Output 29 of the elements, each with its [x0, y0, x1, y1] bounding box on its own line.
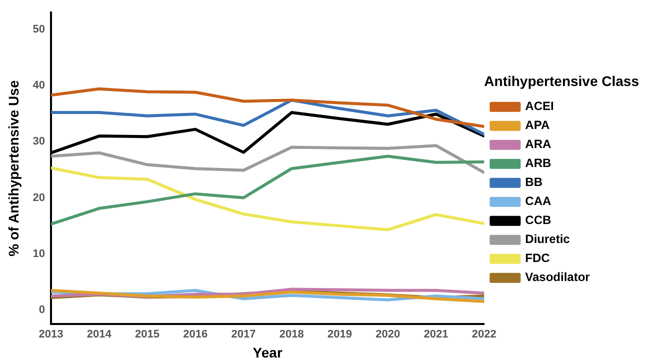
x-tick-label: 2013 [38, 328, 64, 341]
x-tick-label: 2015 [135, 328, 160, 341]
legend-label: CAA [525, 194, 552, 208]
legend-label: BB [525, 175, 543, 190]
y-tick-label: 50 [32, 23, 46, 36]
y-tick-label: 10 [32, 248, 46, 260]
legend-label: Diuretic [525, 232, 570, 246]
x-tick-label: 2017 [231, 328, 256, 341]
y-tick-label: 20 [32, 192, 46, 204]
x-tick-label: 2020 [376, 328, 400, 341]
legend-label: ACEI [525, 99, 554, 114]
legend-label: ARB [525, 156, 552, 170]
x-tick-label: 2018 [279, 328, 304, 341]
x-tick-label: 2016 [183, 328, 208, 341]
y-tick-label: 0 [38, 304, 46, 316]
x-tick-label: 2022 [472, 328, 496, 341]
x-tick-label: 2014 [86, 328, 112, 341]
x-tick-label: 2021 [424, 328, 448, 341]
legend-label: APA [525, 118, 550, 132]
legend-label: CCB [525, 213, 552, 228]
legend-label: Vasodilator [525, 270, 590, 284]
legend-label: ARA [525, 137, 552, 152]
y-tick-label: 40 [32, 80, 46, 92]
y-axis-title: % of Antihypertensive Use [5, 80, 22, 256]
x-tick-label: 2019 [328, 328, 352, 341]
legend-title: Antihypertensive Class [484, 72, 640, 89]
y-tick-label: 30 [32, 136, 46, 148]
legend-label: FDC [525, 251, 550, 266]
x-axis-title: Year [252, 344, 283, 360]
